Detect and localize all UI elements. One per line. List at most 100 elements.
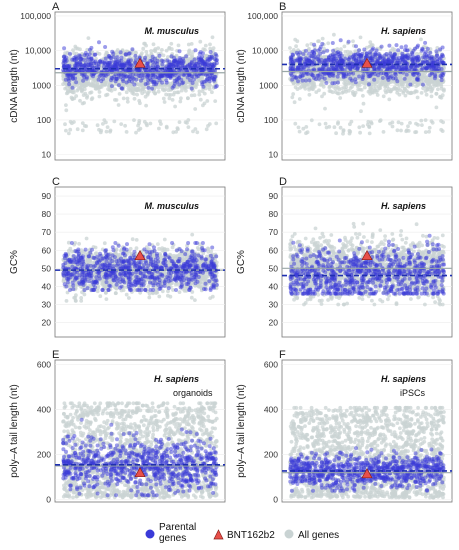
all-genes-point	[429, 94, 434, 99]
parental-genes-point	[157, 53, 162, 58]
all-genes-point	[324, 125, 329, 130]
parental-genes-point	[130, 47, 135, 52]
parental-genes-point	[290, 52, 295, 57]
all-genes-point	[210, 35, 215, 40]
parental-genes-point	[372, 77, 377, 82]
all-genes-point	[119, 122, 124, 126]
parental-genes-point	[193, 48, 198, 53]
species-annotation: H. sapiens	[381, 26, 426, 36]
parental-genes-point	[360, 75, 365, 80]
parental-genes-point	[184, 54, 189, 59]
parental-genes-point	[118, 75, 123, 80]
all-genes-point	[198, 97, 203, 102]
y-tick-label: 10	[269, 150, 279, 160]
parental-genes-point	[109, 78, 113, 83]
all-genes-point	[416, 82, 420, 87]
all-genes-point	[61, 82, 65, 86]
all-genes-point	[358, 130, 362, 135]
parental-genes-point	[78, 56, 83, 61]
parental-genes-point	[214, 84, 219, 88]
all-genes-point	[414, 121, 418, 126]
all-genes-point	[397, 82, 402, 87]
parental-genes-point	[388, 75, 393, 80]
all-genes-point	[153, 91, 158, 96]
parental-genes-point	[313, 77, 318, 82]
all-genes-point	[72, 120, 76, 124]
all-genes-point	[334, 131, 338, 136]
parental-genes-point	[382, 57, 387, 62]
all-genes-point	[381, 130, 386, 134]
all-genes-point	[369, 120, 373, 125]
parental-genes-point	[150, 63, 155, 68]
all-genes-point	[95, 81, 100, 86]
parental-genes-point	[101, 77, 105, 81]
all-genes-point	[423, 118, 428, 122]
parental-genes-point	[74, 80, 79, 85]
all-genes-point	[151, 42, 156, 47]
all-genes-point	[314, 90, 319, 94]
parental-genes-point	[392, 71, 397, 76]
parental-genes-point	[381, 64, 386, 69]
all-genes-point	[189, 42, 194, 46]
all-genes-point	[292, 100, 297, 105]
all-genes-point	[193, 107, 198, 111]
parental-genes-point	[412, 72, 416, 77]
all-genes-point	[333, 90, 338, 94]
parental-genes-point	[190, 74, 195, 79]
parental-genes-point	[81, 78, 86, 83]
parental-genes-point	[367, 50, 372, 55]
all-genes-point	[68, 127, 73, 132]
parental-genes-point	[109, 84, 114, 89]
parental-genes-point	[192, 57, 197, 62]
all-genes-point	[438, 95, 442, 99]
y-tick-label: 80	[42, 209, 52, 219]
parental-genes-point	[155, 58, 160, 63]
y-tick-label: 10,000	[252, 46, 278, 56]
parental-genes-point	[175, 60, 180, 65]
all-genes-point	[343, 82, 348, 87]
parental-genes-point	[294, 50, 299, 55]
all-genes-point	[390, 124, 395, 129]
y-tick-label: 40	[42, 281, 52, 291]
parental-genes-point	[425, 60, 430, 65]
parental-genes-point	[301, 52, 306, 57]
parental-genes-point	[394, 43, 399, 48]
all-genes-point	[166, 55, 170, 59]
parental-genes-point	[320, 41, 325, 46]
parental-genes-point	[159, 74, 164, 79]
all-genes-point	[348, 129, 353, 134]
all-genes-point	[189, 93, 194, 98]
parental-genes-point	[328, 58, 333, 63]
all-genes-point	[326, 41, 331, 46]
parental-genes-point	[62, 54, 67, 59]
all-genes-point	[301, 126, 306, 131]
all-genes-point	[138, 126, 143, 131]
parental-genes-point	[367, 82, 371, 87]
all-genes-point	[121, 96, 126, 101]
all-genes-point	[399, 76, 403, 81]
parental-genes-point	[297, 59, 302, 64]
parental-genes-point	[299, 65, 304, 69]
parental-genes-point	[370, 47, 375, 52]
all-genes-point	[419, 118, 424, 123]
all-genes-point	[98, 85, 102, 90]
all-genes-point	[97, 94, 102, 99]
all-genes-point	[208, 42, 212, 47]
parental-genes-point	[439, 59, 444, 64]
all-genes-point	[80, 86, 84, 90]
all-genes-point	[405, 83, 410, 88]
all-genes-point	[422, 73, 427, 78]
parental-genes-point	[164, 78, 169, 83]
parental-genes-point	[109, 58, 114, 63]
parental-genes-point	[404, 65, 409, 70]
all-genes-point	[214, 121, 219, 126]
parental-genes-point	[187, 72, 192, 77]
parental-genes-point	[402, 76, 407, 81]
all-genes-point	[176, 90, 181, 95]
all-genes-point	[204, 53, 209, 58]
parental-genes-point	[75, 62, 80, 67]
parental-genes-point	[293, 75, 298, 80]
parental-genes-point	[425, 46, 430, 51]
parental-genes-point	[303, 48, 308, 53]
